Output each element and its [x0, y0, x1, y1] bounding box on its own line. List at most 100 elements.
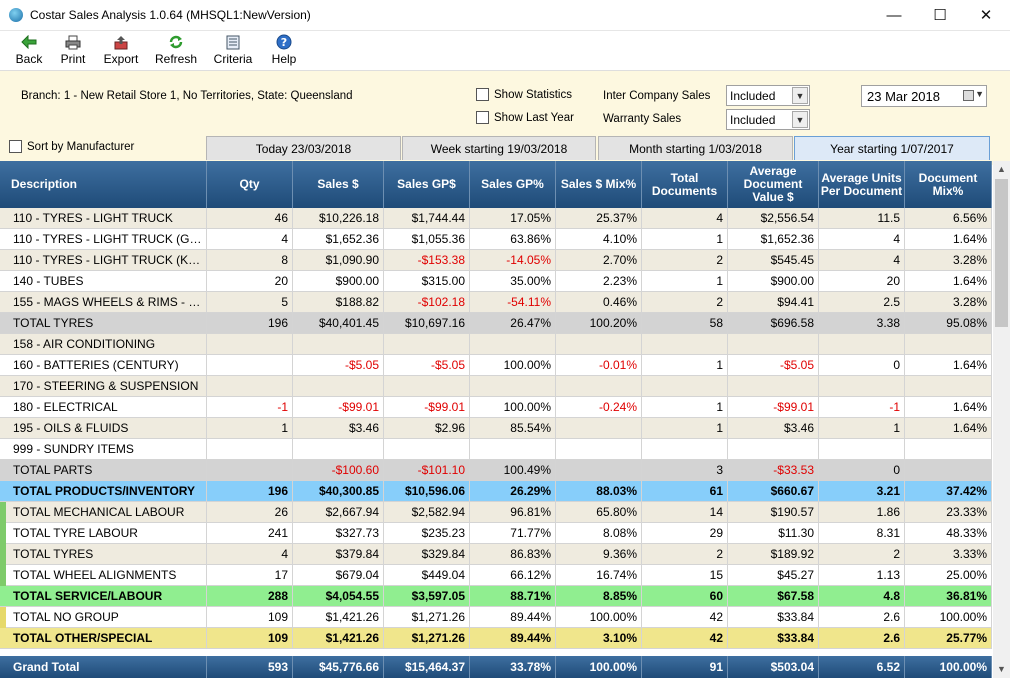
cell-sales-mix-pct: 3.10%	[556, 628, 642, 649]
tab-month[interactable]: Month starting 1/03/2018	[598, 136, 793, 160]
scroll-up-icon[interactable]: ▲	[997, 164, 1006, 174]
table-row[interactable]: TOTAL SERVICE/LABOUR 288 $4,054.55 $3,597.0…	[0, 586, 992, 607]
table-row[interactable]: TOTAL TYRES 196 $40,401.45 $10,697.16 26.47%…	[0, 313, 992, 334]
table-row[interactable]: 110 - TYRES - LIGHT TRUCK (GOODYEAR)4$1,…	[0, 229, 992, 250]
vertical-scrollbar[interactable]: ▲ ▼	[993, 161, 1010, 678]
scroll-down-icon[interactable]: ▼	[997, 664, 1006, 674]
grand-total-total-documents: 91	[642, 656, 728, 678]
table-row[interactable]: TOTAL OTHER/SPECIAL 109 $1,421.26 $1,271.26…	[0, 628, 992, 649]
filter-panel: Branch: 1 - New Retail Store 1, No Terri…	[0, 71, 1010, 165]
table-row[interactable]: TOTAL TYRES 4 $379.84 $329.84 86.83% 9.36% 2 $1…	[0, 544, 992, 565]
minimize-button[interactable]: —	[886, 6, 902, 24]
grand-total-document-mix-pct: 100.00%	[905, 656, 992, 678]
cell-qty: -1	[207, 397, 293, 418]
group-strip	[0, 502, 6, 523]
cell-document-mix-pct: 1.64%	[905, 418, 992, 439]
cell-sales: $679.04	[293, 565, 384, 586]
cell-description: 180 - ELECTRICAL	[0, 397, 207, 418]
column-header-avg-document-value[interactable]: Average Document Value $	[728, 161, 819, 208]
cell-avg-units-per-document: 4	[819, 229, 905, 250]
cell-sales-gp: $1,744.44	[384, 208, 470, 229]
cell-total-documents: 15	[642, 565, 728, 586]
export-button[interactable]: Export	[102, 34, 140, 68]
table-row[interactable]: TOTAL NO GROUP 109 $1,421.26 $1,271.26 89.44…	[0, 607, 992, 628]
show-statistics-checkbox[interactable]: Show Statistics	[476, 88, 572, 101]
chevron-down-icon[interactable]: ▼	[792, 111, 808, 128]
criteria-button[interactable]: Criteria	[213, 34, 253, 68]
cell-sales-mix-pct	[556, 418, 642, 439]
cell-avg-document-value: -$5.05	[728, 355, 819, 376]
help-button[interactable]: ? Help	[271, 34, 297, 66]
tab-year[interactable]: Year starting 1/07/2017	[794, 136, 990, 160]
table-row[interactable]: 158 - AIR CONDITIONING	[0, 334, 992, 355]
refresh-button[interactable]: Refresh	[155, 34, 197, 68]
warranty-sales-select[interactable]: Included ▼	[726, 109, 810, 130]
cell-sales-gp: $1,271.26	[384, 607, 470, 628]
table-row[interactable]: 195 - OILS & FLUIDS 1 $3.46 $2.96 85.54% 1 $3.…	[0, 418, 992, 439]
cell-total-documents	[642, 439, 728, 460]
table-row[interactable]: 170 - STEERING & SUSPENSION	[0, 376, 992, 397]
cell-avg-units-per-document: -1	[819, 397, 905, 418]
cell-sales-gp: -$99.01	[384, 397, 470, 418]
column-header-qty[interactable]: Qty	[207, 161, 293, 208]
column-header-total-documents[interactable]: Total Documents	[642, 161, 728, 208]
cell-total-documents: 4	[642, 208, 728, 229]
grand-total-row[interactable]: Grand Total 593 $45,776.66 $15,464.37 33.78%…	[0, 656, 992, 678]
cell-avg-units-per-document: 3.21	[819, 481, 905, 502]
scrollbar-thumb[interactable]	[995, 179, 1008, 327]
table-row[interactable]: 140 - TUBES 20 $900.00 $315.00 35.00% 2.23% 1 $…	[0, 271, 992, 292]
cell-document-mix-pct: 1.64%	[905, 397, 992, 418]
table-row[interactable]: 160 - BATTERIES (CENTURY) -$5.05 -$5.05 100…	[0, 355, 992, 376]
table-row[interactable]: 155 - MAGS WHEELS & RIMS - NEW 5 $188.82 -$…	[0, 292, 992, 313]
cell-sales-gp-pct: 89.44%	[470, 607, 556, 628]
table-row[interactable]: TOTAL PRODUCTS/INVENTORY 196 $40,300.85 $10…	[0, 481, 992, 502]
tab-today[interactable]: Today 23/03/2018	[206, 136, 401, 160]
cell-avg-units-per-document: 1.86	[819, 502, 905, 523]
column-header-document-mix-pct[interactable]: Document Mix%	[905, 161, 992, 208]
column-header-avg-units-per-document[interactable]: Average Units Per Document	[819, 161, 905, 208]
cell-qty	[207, 439, 293, 460]
table-row[interactable]: TOTAL WHEEL ALIGNMENTS 17 $679.04 $449.04 66…	[0, 565, 992, 586]
cell-description: 110 - TYRES - LIGHT TRUCK (GOODYEAR)	[0, 229, 207, 250]
chevron-down-icon[interactable]: ▼	[792, 87, 808, 104]
cell-avg-document-value: $11.30	[728, 523, 819, 544]
cell-total-documents: 1	[642, 355, 728, 376]
column-header-sales[interactable]: Sales $	[293, 161, 384, 208]
help-icon: ?	[275, 34, 293, 50]
column-header-sales-gp-pct[interactable]: Sales GP%	[470, 161, 556, 208]
sort-by-manufacturer-checkbox[interactable]: Sort by Manufacturer	[9, 140, 134, 153]
column-header-sales-mix-pct[interactable]: Sales $ Mix%	[556, 161, 642, 208]
chevron-down-icon[interactable]: ▼	[975, 89, 984, 99]
window-title: Costar Sales Analysis 1.0.64 (MHSQL1:New…	[30, 8, 311, 22]
column-header-sales-gp[interactable]: Sales GP$	[384, 161, 470, 208]
table-row[interactable]: 110 - TYRES - LIGHT TRUCK (KUMHO)8$1,090…	[0, 250, 992, 271]
maximize-button[interactable]: ☐	[933, 7, 947, 24]
cell-total-documents: 42	[642, 628, 728, 649]
cell-sales: $900.00	[293, 271, 384, 292]
table-row[interactable]: 180 - ELECTRICAL -1 -$99.01 -$99.01 100.00% -…	[0, 397, 992, 418]
table-row[interactable]: TOTAL MECHANICAL LABOUR 26 $2,667.94 $2,582…	[0, 502, 992, 523]
table-row[interactable]: TOTAL PARTS -$100.60 -$101.10 100.49% 3 -$33.…	[0, 460, 992, 481]
cell-sales: $327.73	[293, 523, 384, 544]
show-last-year-checkbox[interactable]: Show Last Year	[476, 111, 574, 124]
calendar-icon[interactable]	[963, 90, 974, 101]
tab-week[interactable]: Week starting 19/03/2018	[402, 136, 596, 160]
print-button[interactable]: Print	[59, 34, 87, 68]
cell-description: 999 - SUNDRY ITEMS	[0, 439, 207, 460]
cell-description: TOTAL WHEEL ALIGNMENTS	[0, 565, 207, 586]
date-picker[interactable]: 23 Mar 2018 ▼	[861, 85, 987, 107]
close-button[interactable]: ✕	[979, 7, 993, 24]
table-row[interactable]: 999 - SUNDRY ITEMS	[0, 439, 992, 460]
cell-avg-document-value: $696.58	[728, 313, 819, 334]
cell-sales-gp: $1,271.26	[384, 628, 470, 649]
cell-description: TOTAL NO GROUP	[0, 607, 207, 628]
column-header-description[interactable]: Description	[0, 161, 207, 208]
cell-sales: $1,421.26	[293, 607, 384, 628]
inter-company-sales-select[interactable]: Included ▼	[726, 85, 810, 106]
back-button[interactable]: Back	[15, 34, 43, 68]
table-row[interactable]: 110 - TYRES - LIGHT TRUCK 46 $10,226.18 $1,…	[0, 208, 992, 229]
app-logo-icon	[9, 8, 23, 22]
cell-sales-mix-pct: 4.10%	[556, 229, 642, 250]
cell-qty: 241	[207, 523, 293, 544]
table-row[interactable]: TOTAL TYRE LABOUR 241 $327.73 $235.23 71.77%…	[0, 523, 992, 544]
